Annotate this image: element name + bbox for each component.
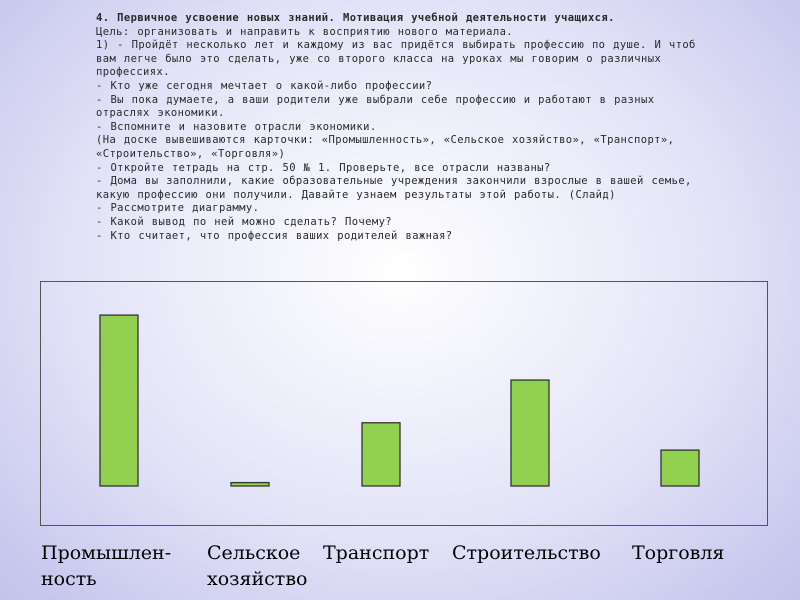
category-label-line: Транспорт (323, 542, 430, 564)
category-label-trade: Торговля (632, 540, 724, 566)
text-line: (На доске вывешиваются карточки: «Промыш… (96, 134, 675, 147)
chart-frame (40, 281, 768, 526)
category-label-agriculture: Сельское хозяйство (207, 540, 307, 592)
category-label-line: Сельское (207, 542, 301, 564)
text-line: - Рассмотрите диаграмму. (96, 202, 260, 215)
category-label-industry: Промышлен- ность (41, 540, 171, 592)
lesson-text: 4. Первичное усвоение новых знаний. Моти… (96, 12, 696, 243)
bar-agriculture (230, 481, 270, 487)
text-line: профессиях. (96, 66, 170, 79)
text-line: 1) - Пройдёт несколько лет и каждому из … (96, 39, 696, 52)
text-line: - Кто считает, что профессия ваших родит… (96, 229, 453, 242)
text-line: - Кто уже сегодня мечтает о какой-либо п… (96, 79, 433, 92)
bar-transport (361, 422, 401, 487)
text-line: «Строительство», «Торговля») (96, 147, 286, 160)
text-line: вам легче было это сделать, уже со второ… (96, 52, 662, 65)
category-label-construction: Строительство (452, 540, 601, 566)
text-line: отраслях экономики. (96, 107, 225, 120)
text-line: - Дома вы заполнили, какие образовательн… (96, 175, 692, 188)
category-label-line: Промышлен- (41, 542, 172, 564)
category-label-line: Торговля (632, 542, 725, 564)
category-label-line: ность (41, 568, 97, 590)
category-label-line: хозяйство (207, 568, 308, 590)
lesson-heading: 4. Первичное усвоение новых знаний. Моти… (96, 12, 615, 24)
bar-chart (99, 314, 700, 487)
text-line: - Какой вывод по ней можно сделать? Поче… (96, 215, 393, 228)
text-line: - Откройте тетрадь на стр. 50 № 1. Прове… (96, 161, 551, 174)
bar-industry (99, 314, 139, 487)
text-line: - Вы пока думаете, а ваши родители уже в… (96, 93, 655, 106)
text-line: Цель: организовать и направить к восприя… (96, 25, 514, 38)
category-label-line: Строительство (452, 542, 601, 564)
text-line: какую профессию они получили. Давайте уз… (96, 188, 616, 201)
category-label-transport: Транспорт (323, 540, 429, 566)
bar-trade (660, 449, 700, 487)
bar-construction (510, 379, 550, 487)
text-line: - Вспомните и назовите отрасли экономики… (96, 120, 377, 133)
